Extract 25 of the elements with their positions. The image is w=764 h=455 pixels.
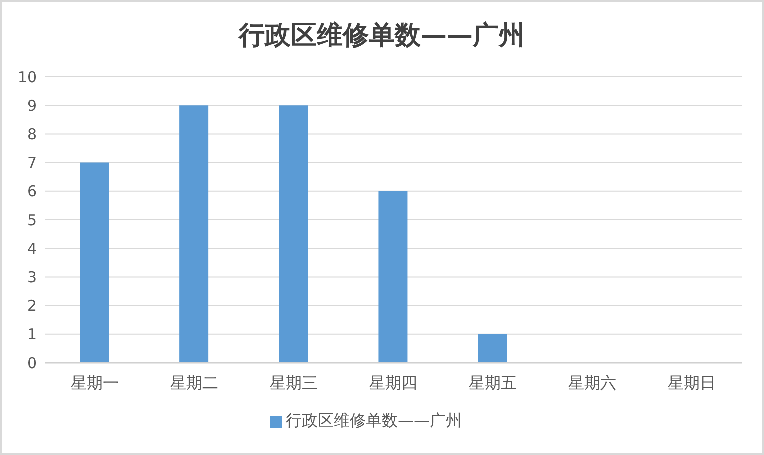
y-tick-label: 8 <box>27 126 37 144</box>
y-tick-label: 4 <box>27 240 37 258</box>
y-tick-label: 7 <box>27 154 37 172</box>
x-tick-label: 星期二 <box>170 373 218 392</box>
y-tick-label: 5 <box>27 211 37 230</box>
y-tick-label: 2 <box>27 297 37 316</box>
chart-title: 行政区维修单数——广州 <box>238 20 526 53</box>
x-tick-label: 星期日 <box>668 373 716 392</box>
bar <box>478 334 508 363</box>
bar <box>378 191 408 363</box>
x-tick-label: 星期五 <box>469 373 518 392</box>
bar <box>80 162 109 363</box>
legend-label: 行政区维修单数——广州 <box>286 411 462 430</box>
bar <box>180 106 209 363</box>
y-tick-label: 3 <box>27 268 37 287</box>
x-tick-label: 星期六 <box>568 373 617 392</box>
y-tick-label: 6 <box>27 182 37 201</box>
y-tick-label: 0 <box>27 354 37 372</box>
y-tick-label: 9 <box>27 96 37 115</box>
y-tick-label: 10 <box>18 68 37 86</box>
x-tick-label: 星期三 <box>270 373 318 392</box>
x-tick-label: 星期一 <box>70 373 119 392</box>
y-tick-label: 1 <box>27 326 37 344</box>
x-tick-label: 星期四 <box>370 373 418 392</box>
bar <box>279 106 308 363</box>
